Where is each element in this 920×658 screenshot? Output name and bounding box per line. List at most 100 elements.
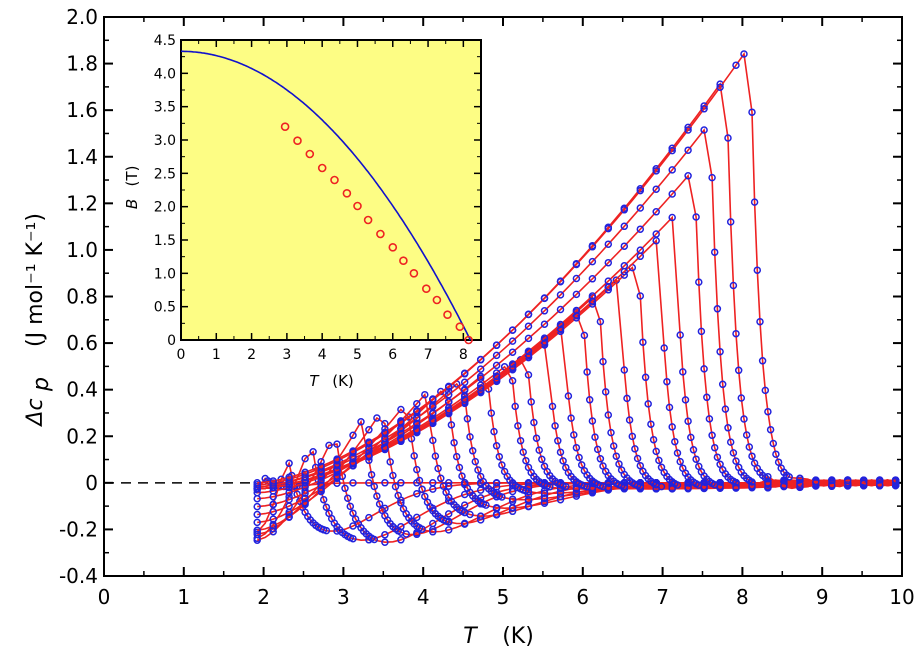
data-point	[365, 438, 373, 446]
data-point	[572, 290, 581, 299]
data-point	[668, 213, 676, 222]
data-point	[620, 482, 629, 491]
data-point	[460, 395, 469, 404]
data-point	[540, 307, 549, 315]
y-tick-label: 0.4	[66, 378, 98, 402]
data-point	[370, 482, 379, 491]
data-point	[591, 433, 599, 441]
data-point	[538, 455, 546, 464]
data-point	[546, 482, 554, 491]
data-point	[740, 415, 748, 423]
data-point	[673, 449, 682, 457]
data-point	[655, 456, 663, 465]
data-point	[349, 534, 357, 543]
data-point	[572, 311, 581, 319]
x-tick-label: 8	[736, 585, 749, 609]
data-point	[540, 489, 549, 497]
data-point	[556, 320, 565, 329]
data-point	[750, 198, 759, 206]
data-point	[540, 320, 549, 328]
data-point	[365, 479, 373, 487]
data-point	[676, 457, 684, 466]
data-point	[596, 455, 605, 463]
data-point	[540, 294, 549, 303]
data-point	[604, 224, 613, 233]
y-tick-label: 0	[85, 471, 98, 495]
data-point	[508, 360, 517, 368]
data-point	[562, 482, 570, 491]
data-point	[444, 382, 453, 391]
y-axis-title: Δc p (J mol⁻¹ K⁻¹)	[23, 213, 54, 428]
data-point	[601, 388, 610, 396]
main-plot: 0 1 2 3 4 5 6 7 8 9 10-0.4-0.200.20.40.60.81.01.21…	[59, 5, 915, 609]
data-point	[253, 502, 261, 511]
data-point	[468, 447, 477, 455]
data-point	[492, 361, 501, 370]
data-point	[405, 413, 413, 421]
data-point	[556, 325, 565, 333]
data-point	[684, 483, 692, 492]
data-point	[828, 481, 836, 489]
data-point	[444, 398, 453, 406]
x-tick-label: 6	[576, 585, 589, 609]
data-point	[524, 371, 533, 379]
data-point	[455, 463, 464, 472]
data-point	[761, 386, 770, 395]
data-point	[748, 108, 756, 116]
data-point	[588, 417, 597, 425]
inset-y-axis-title: B (T)	[123, 166, 141, 210]
data-point	[623, 394, 631, 403]
data-point	[540, 499, 549, 507]
data-point	[460, 519, 469, 528]
inset-data-point	[342, 189, 352, 198]
x-tick-label: 4	[417, 585, 430, 609]
data-point	[421, 390, 429, 399]
data-point	[460, 386, 469, 394]
data-point	[492, 351, 501, 360]
inset-y-tick-label: 0	[167, 333, 176, 349]
inset-data-point	[399, 256, 408, 266]
data-point	[516, 436, 525, 445]
data-point	[394, 491, 402, 500]
x-tick-label: 10	[889, 585, 914, 609]
data-point	[522, 456, 530, 465]
data-point	[365, 513, 373, 522]
data-point	[367, 470, 376, 479]
inset-y-axis-title-unit: (T)	[123, 166, 141, 187]
x-tick-label: 1	[177, 585, 190, 609]
data-point	[748, 452, 756, 460]
data-point	[487, 409, 496, 417]
data-point	[474, 466, 482, 474]
data-point	[421, 492, 429, 501]
data-point	[729, 281, 738, 290]
data-point	[620, 222, 629, 231]
data-point	[524, 487, 533, 496]
data-point	[253, 479, 261, 487]
data-point	[386, 458, 394, 466]
data-point	[429, 395, 437, 403]
data-point	[700, 365, 708, 373]
data-point	[452, 452, 461, 461]
inset-data-point	[376, 229, 385, 239]
data-point	[679, 368, 687, 376]
y-axis-title-unit: (J mol⁻¹ K⁻¹)	[23, 213, 48, 347]
data-point	[745, 443, 754, 451]
data-point	[652, 167, 660, 175]
data-point	[647, 420, 655, 428]
data-point	[812, 478, 820, 486]
data-point	[652, 230, 660, 238]
data-point	[843, 476, 852, 485]
data-point	[732, 329, 740, 338]
data-point	[859, 479, 868, 488]
data-point	[269, 522, 277, 530]
data-point	[524, 310, 533, 319]
data-point	[729, 449, 738, 457]
inset-fit-line	[181, 50, 472, 341]
data-point	[437, 474, 445, 483]
data-point	[508, 504, 517, 512]
data-point	[524, 347, 533, 356]
data-point	[285, 459, 293, 468]
data-point	[397, 479, 405, 487]
inset-y-tick-label: 1.5	[154, 233, 176, 249]
